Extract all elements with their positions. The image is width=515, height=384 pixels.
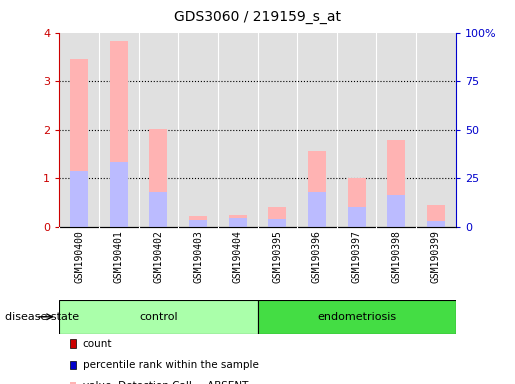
Text: GSM190401: GSM190401 <box>114 230 124 283</box>
Text: count: count <box>82 339 112 349</box>
Bar <box>70 59 88 227</box>
Bar <box>59 300 258 334</box>
Text: GSM190402: GSM190402 <box>153 230 163 283</box>
Bar <box>149 129 167 227</box>
Text: GSM190404: GSM190404 <box>233 230 243 283</box>
Bar <box>229 215 247 227</box>
Text: GSM190399: GSM190399 <box>431 230 441 283</box>
Bar <box>110 162 128 227</box>
Text: disease state: disease state <box>5 312 79 322</box>
Bar <box>189 220 207 227</box>
Text: GSM190400: GSM190400 <box>74 230 84 283</box>
Bar <box>268 219 286 227</box>
Text: GSM190395: GSM190395 <box>272 230 282 283</box>
Bar <box>149 192 167 227</box>
Text: value, Detection Call = ABSENT: value, Detection Call = ABSENT <box>82 381 248 384</box>
Text: GSM190397: GSM190397 <box>352 230 362 283</box>
Text: GSM190403: GSM190403 <box>193 230 203 283</box>
Bar <box>308 151 326 227</box>
Bar <box>308 192 326 227</box>
Text: GDS3060 / 219159_s_at: GDS3060 / 219159_s_at <box>174 10 341 23</box>
Bar <box>268 207 286 227</box>
Bar <box>427 221 445 227</box>
Text: control: control <box>139 312 178 322</box>
Text: GSM190396: GSM190396 <box>312 230 322 283</box>
Bar <box>70 171 88 227</box>
Bar <box>258 300 456 334</box>
Bar <box>189 216 207 227</box>
Bar <box>348 178 366 227</box>
Bar <box>427 205 445 227</box>
Bar <box>229 218 247 227</box>
Text: GSM190398: GSM190398 <box>391 230 401 283</box>
Bar <box>387 195 405 227</box>
Text: percentile rank within the sample: percentile rank within the sample <box>82 360 259 370</box>
Bar <box>387 140 405 227</box>
Text: endometriosis: endometriosis <box>317 312 396 322</box>
Bar <box>110 41 128 227</box>
Bar <box>348 207 366 227</box>
